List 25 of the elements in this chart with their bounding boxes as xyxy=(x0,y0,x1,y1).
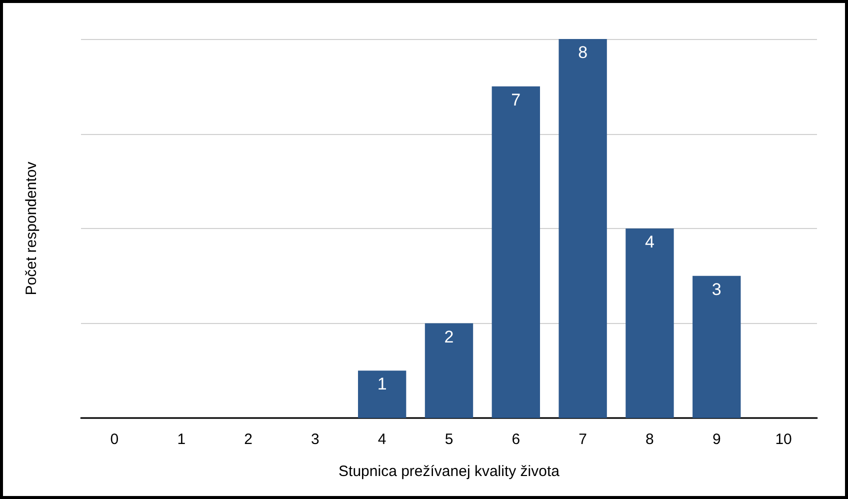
x-tick-label: 8 xyxy=(646,431,654,448)
x-tick-label: 3 xyxy=(311,431,320,448)
x-tick-label: 5 xyxy=(444,431,454,448)
bar xyxy=(558,39,607,418)
data-label: 2 xyxy=(444,327,454,346)
x-axis-title: Stupnica prežívanej kvality života xyxy=(338,463,560,480)
bar xyxy=(424,323,474,418)
data-label: 1 xyxy=(377,374,387,394)
bar xyxy=(492,86,540,418)
data-label: 7 xyxy=(511,90,521,110)
x-tick-label: 1 xyxy=(177,431,186,448)
data-label: 8 xyxy=(578,43,588,62)
bar xyxy=(692,276,741,418)
data-label: 4 xyxy=(644,232,654,252)
bar xyxy=(626,228,674,418)
x-tick-label: 4 xyxy=(378,431,386,448)
x-tick-label: 6 xyxy=(512,431,520,448)
x-tick-label: 7 xyxy=(578,431,587,448)
x-tick-label: 10 xyxy=(775,431,792,448)
x-tick-label: 0 xyxy=(110,431,119,448)
bar xyxy=(358,370,406,418)
y-axis-title: Počet respondentov xyxy=(23,161,40,296)
data-label: 3 xyxy=(712,280,722,299)
x-tick-label: 2 xyxy=(244,431,252,448)
x-tick-label: 9 xyxy=(712,431,721,448)
